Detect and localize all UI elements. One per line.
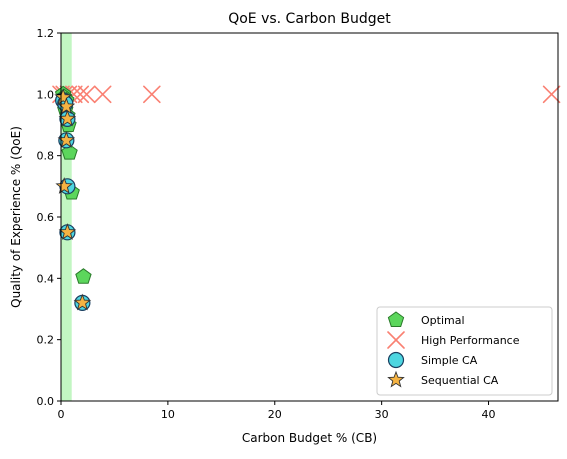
star-point [58, 223, 77, 240]
y-tick-label: 1.2 [37, 27, 55, 40]
series-sequential-ca [54, 88, 92, 311]
x-axis-ticks: 0 10 20 30 40 [58, 401, 496, 421]
y-tick-label: 0.2 [37, 334, 55, 347]
y-tick-label: 0.6 [37, 211, 55, 224]
legend-label: Optimal [421, 314, 465, 327]
x-tick-label: 30 [375, 408, 389, 421]
legend-marker [387, 351, 405, 369]
x-tick-label: 20 [268, 408, 282, 421]
star-point [55, 177, 74, 194]
legend-label: Simple CA [421, 354, 478, 367]
star-point [58, 109, 77, 127]
data-points-layer [52, 85, 561, 311]
legend-entry: Sequential CA [387, 370, 499, 388]
y-tick-label: 0.0 [37, 395, 55, 408]
star-point [73, 293, 92, 311]
pentagon-point [75, 268, 92, 284]
legend-label: High Performance [421, 334, 520, 347]
legend-marker [387, 311, 405, 327]
x-point [71, 85, 90, 104]
x-tick-label: 10 [161, 408, 175, 421]
legend-entry: High Performance [387, 331, 520, 349]
star-point [54, 88, 72, 105]
legend-entry: Simple CA [387, 351, 478, 369]
x-point [93, 85, 112, 104]
legend-items: Optimal High Performance Simple CA Sequenti… [387, 311, 520, 388]
legend-entry: Optimal [387, 311, 465, 327]
chart-title: QoE vs. Carbon Budget [228, 11, 391, 27]
y-tick-label: 0.4 [37, 272, 55, 285]
x-point [143, 85, 161, 104]
legend-label: Sequential CA [421, 374, 499, 387]
y-tick-label: 0.8 [37, 150, 55, 163]
x-point [542, 85, 561, 104]
legend-marker [387, 331, 405, 349]
x-tick-label: 0 [58, 408, 65, 421]
y-tick-label: 1.0 [37, 88, 55, 101]
legend-marker [387, 370, 405, 388]
y-axis-label: Quality of Experience % (QoE) [9, 126, 23, 308]
x-axis-label: Carbon Budget % (CB) [242, 431, 377, 445]
carbon-budget-highlight-band [61, 33, 72, 401]
x-tick-label: 40 [482, 408, 496, 421]
legend: Optimal High Performance Simple CA Sequenti… [376, 306, 553, 396]
y-axis-ticks: 0.0 0.2 0.4 0.6 0.8 1.0 1.2 [37, 27, 61, 408]
legend-box [376, 306, 553, 396]
x-point [77, 85, 96, 104]
